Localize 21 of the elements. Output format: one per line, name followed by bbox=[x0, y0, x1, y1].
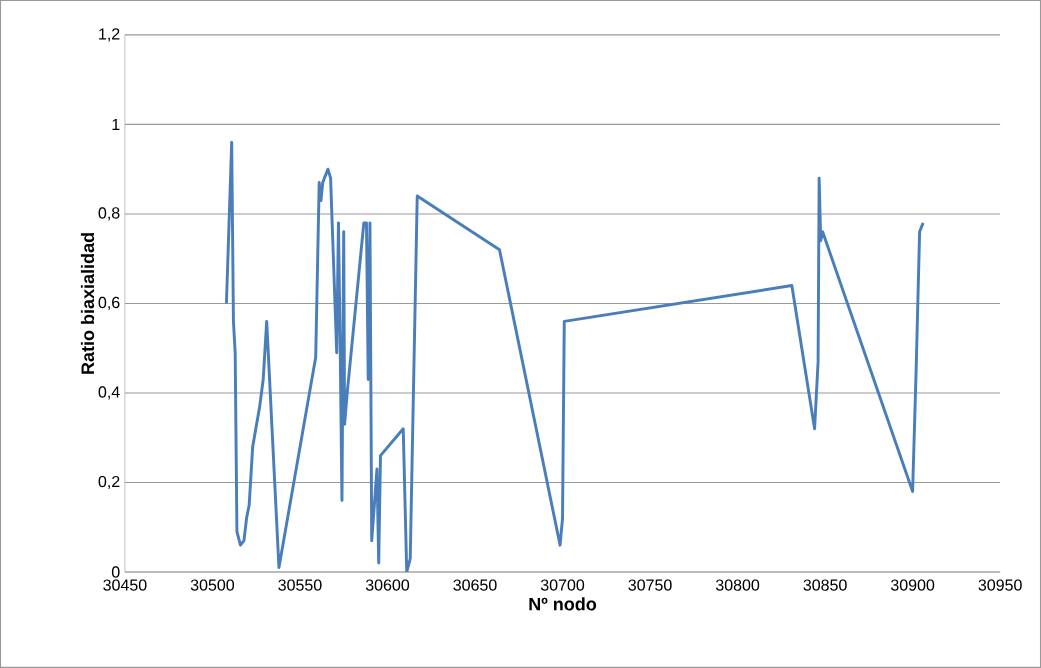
line-series bbox=[224, 140, 925, 573]
x-axis-title: Nº nodo bbox=[529, 597, 597, 611]
x-tick-label: 30950 bbox=[978, 579, 1022, 591]
x-tick-label: 30750 bbox=[628, 579, 672, 591]
x-tick-label: 30550 bbox=[278, 579, 322, 591]
y-tick-label: 0,8 bbox=[98, 207, 120, 221]
y-tick-label: 0,4 bbox=[98, 386, 120, 400]
x-tick-label: 30450 bbox=[103, 579, 147, 591]
y-tick-label: 0,6 bbox=[98, 296, 120, 311]
y-tick-label: 0,2 bbox=[98, 475, 120, 490]
x-tick-label: 30800 bbox=[715, 579, 760, 591]
y-tick-label: 1,2 bbox=[99, 28, 120, 42]
x-tick-label: 30650 bbox=[453, 579, 497, 591]
y-tick-label: 1 bbox=[112, 118, 120, 130]
y-tick-label: 0 bbox=[111, 566, 120, 578]
x-tick-label: 30600 bbox=[365, 579, 410, 591]
x-tick-label: 30500 bbox=[190, 579, 235, 591]
x-tick-label: 30700 bbox=[540, 579, 585, 591]
x-tick-label: 30850 bbox=[803, 579, 847, 591]
y-axis-title: Ratio biaxialidad bbox=[80, 233, 95, 374]
x-tick-label: 30900 bbox=[890, 579, 935, 591]
